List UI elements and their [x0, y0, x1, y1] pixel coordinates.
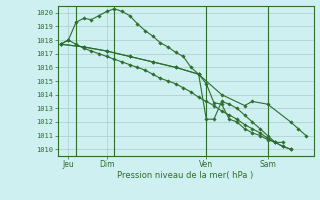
- X-axis label: Pression niveau de la mer( hPa ): Pression niveau de la mer( hPa ): [117, 171, 254, 180]
